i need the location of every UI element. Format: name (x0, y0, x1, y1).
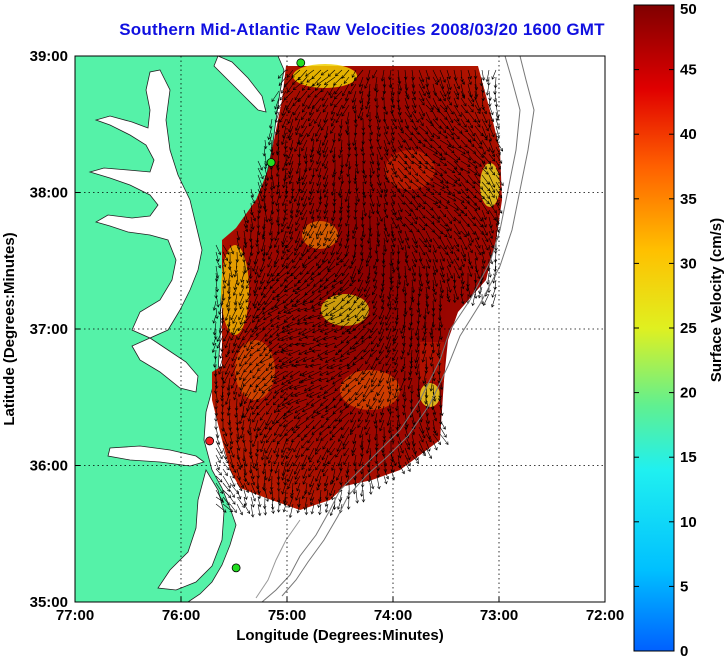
colorbar-tick-label: 5 (680, 578, 688, 595)
colorbar-label: Surface Velocity (cm/s) (708, 218, 724, 382)
velocity-vectors (211, 69, 504, 519)
albemarle-sound (107, 445, 205, 467)
chesapeake-bay (88, 69, 203, 339)
bathymetry-contour (261, 56, 521, 602)
radar-stations (205, 58, 306, 573)
colorbar-tick-label: 10 (680, 514, 697, 531)
station-marker (205, 436, 215, 446)
y-axis-label: Latitude (Degrees:Minutes) (1, 232, 18, 425)
x-axis-label: Longitude (Degrees:Minutes) (236, 627, 444, 644)
colorbar-tick-label: 15 (680, 449, 697, 466)
station-marker (266, 158, 276, 167)
slow-zone (302, 221, 338, 249)
y-tick-label: 35:00 (30, 594, 68, 611)
slow-zone (385, 150, 435, 190)
colorbar-tick-label: 45 (680, 62, 697, 79)
bathymetry-contour (281, 56, 535, 597)
colorbar-tick-label: 35 (680, 191, 697, 208)
colorbar-tick-label: 0 (680, 643, 688, 659)
slow-zone (480, 163, 500, 207)
grid-lines (75, 56, 605, 602)
station-marker (296, 58, 306, 68)
vector-arrows (211, 69, 504, 519)
x-tick-label: 74:00 (374, 607, 412, 624)
y-tick-label: 38:00 (30, 185, 68, 202)
x-axis: 77:00 76:00 75:00 74:00 73:00 72:00 (56, 597, 624, 624)
colorbar-tick-label: 25 (680, 320, 697, 337)
bathymetry-contour (255, 519, 301, 599)
y-tick-label: 39:00 (30, 48, 68, 65)
colorbar (633, 4, 675, 652)
y-tick-label: 36:00 (30, 458, 68, 475)
x-tick-label: 75:00 (268, 607, 306, 624)
colorbar-tick-label: 50 (680, 1, 697, 18)
colorbar-ticks: 0 5 10 15 20 25 30 35 40 45 50 (634, 1, 697, 659)
x-tick-label: 73:00 (480, 607, 518, 624)
map-title: Southern Mid-Atlantic Raw Velocities 200… (119, 20, 605, 39)
station-marker (231, 563, 241, 573)
x-tick-label: 72:00 (586, 607, 624, 624)
x-tick-label: 77:00 (56, 607, 94, 624)
y-tick-label: 37:00 (30, 321, 68, 338)
delaware-bay (213, 56, 267, 113)
y-axis: 35:00 36:00 37:00 38:00 39:00 (30, 48, 80, 611)
x-tick-label: 76:00 (162, 607, 200, 624)
colorbar-tick-label: 30 (680, 255, 697, 272)
slow-zone (340, 370, 400, 410)
colorbar-tick-label: 20 (680, 385, 697, 402)
chesapeake-mouth (131, 337, 199, 393)
colorbar-tick-label: 40 (680, 126, 697, 143)
